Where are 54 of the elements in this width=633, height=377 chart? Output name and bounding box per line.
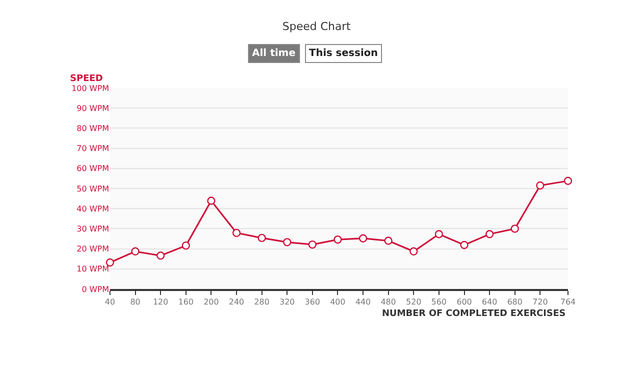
x-tick-label: 640 xyxy=(482,297,498,306)
text: All time xyxy=(252,48,296,59)
x-tick-label: 720 xyxy=(532,297,548,306)
x-tick-label: 520 xyxy=(406,297,422,306)
y-tick-label: 70 WPM xyxy=(76,144,110,154)
y-tick-label: 20 WPM xyxy=(76,244,110,254)
y-tick-label: 90 WPM xyxy=(76,104,110,113)
x-tick-label: 480 xyxy=(380,297,396,306)
point xyxy=(410,247,418,256)
y-tick-label: 100 WPM xyxy=(72,84,110,93)
x-tick-label: 400 xyxy=(330,297,346,306)
y-tick-label: 60 WPM xyxy=(76,164,110,174)
point xyxy=(434,230,444,238)
y-tick-label: 80 WPM xyxy=(76,124,110,133)
x-tick-label: 360 xyxy=(304,297,320,306)
x-tick-label: 160 xyxy=(178,297,194,306)
point xyxy=(536,181,544,190)
point xyxy=(182,241,190,250)
point xyxy=(510,224,519,233)
y-tick-label: 50 WPM xyxy=(76,184,110,194)
y-tick-label: 40 WPM xyxy=(76,204,110,214)
x-tick-label: 440 xyxy=(355,297,371,306)
y-axis-title: SPEED xyxy=(70,74,103,84)
point xyxy=(485,230,494,238)
x-tick-label: 120 xyxy=(152,297,168,306)
point xyxy=(564,176,572,185)
x-tick-label: 280 xyxy=(254,297,270,306)
x-tick-label: 680 xyxy=(507,297,522,306)
point xyxy=(232,228,241,238)
point xyxy=(207,196,216,205)
x-tick-label: 764 xyxy=(560,297,576,306)
x-tick-label: 600 xyxy=(456,297,472,306)
point xyxy=(131,247,140,256)
point xyxy=(334,235,342,244)
point xyxy=(258,234,266,242)
x-tick-label: 40 xyxy=(104,297,116,306)
text: This session xyxy=(309,48,378,59)
point xyxy=(283,238,292,246)
chart-title: Speed Chart xyxy=(282,20,352,34)
y-tick-label: 0 WPM xyxy=(82,284,110,294)
point xyxy=(384,236,392,245)
x-tick-label: 320 xyxy=(279,297,295,306)
y-tick-label: 10 WPM xyxy=(76,264,110,274)
x-tick-label: 80 xyxy=(130,297,140,306)
point xyxy=(308,240,317,249)
x-tick-label: 240 xyxy=(228,297,244,306)
point xyxy=(358,234,368,242)
x-tick-label: 560 xyxy=(431,297,447,306)
x-axis-title: NUMBER OF COMPLETED EXERCISES xyxy=(382,309,566,319)
x-tick-label: 200 xyxy=(204,297,219,306)
point xyxy=(460,240,468,250)
point xyxy=(106,258,114,267)
y-tick-label: 30 WPM xyxy=(76,224,110,234)
point xyxy=(156,252,165,260)
